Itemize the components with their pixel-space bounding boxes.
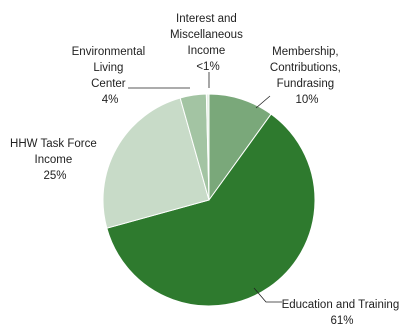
pie-slice-interest-and-miscellaneous-income bbox=[205, 93, 210, 201]
pie-slices bbox=[102, 93, 316, 307]
label-environmental-value: 4% bbox=[102, 94, 119, 106]
label-environmental-line: Living bbox=[93, 62, 123, 74]
label-education-line: Education and Training bbox=[282, 299, 400, 311]
label-education: Education and Training 61% bbox=[282, 299, 403, 327]
leader-line-education bbox=[253, 287, 282, 303]
label-environmental: Environmental Living Center 4% bbox=[72, 46, 149, 106]
label-membership: Membership, Contributions, Fundrasing 10… bbox=[270, 46, 344, 106]
leader-line-membership bbox=[255, 95, 271, 109]
label-hhw: HHW Task Force Income 25% bbox=[10, 138, 100, 182]
label-environmental-line: Center bbox=[91, 78, 126, 90]
label-hhw-line: HHW Task Force bbox=[10, 138, 97, 150]
label-education-value: 61% bbox=[330, 315, 353, 327]
pie-slice-education-and-training bbox=[106, 113, 316, 307]
pie-slice-hhw-task-force-income bbox=[102, 97, 210, 229]
label-membership-value: 10% bbox=[295, 94, 318, 106]
label-hhw-line: Income bbox=[35, 154, 73, 166]
leader-lines bbox=[128, 72, 282, 303]
label-membership-line: Contributions, bbox=[270, 62, 341, 74]
label-membership-line: Membership, bbox=[272, 46, 338, 58]
label-interest: Interest and Miscellaneous Income <1% bbox=[170, 13, 246, 73]
label-hhw-value: 25% bbox=[43, 170, 66, 182]
label-interest-value: <1% bbox=[196, 61, 219, 73]
label-membership-line: Fundrasing bbox=[277, 78, 335, 90]
label-interest-line: Income bbox=[188, 45, 226, 57]
label-interest-line: Interest and bbox=[176, 13, 237, 25]
label-interest-line: Miscellaneous bbox=[170, 29, 243, 41]
label-environmental-line: Environmental bbox=[72, 46, 146, 58]
